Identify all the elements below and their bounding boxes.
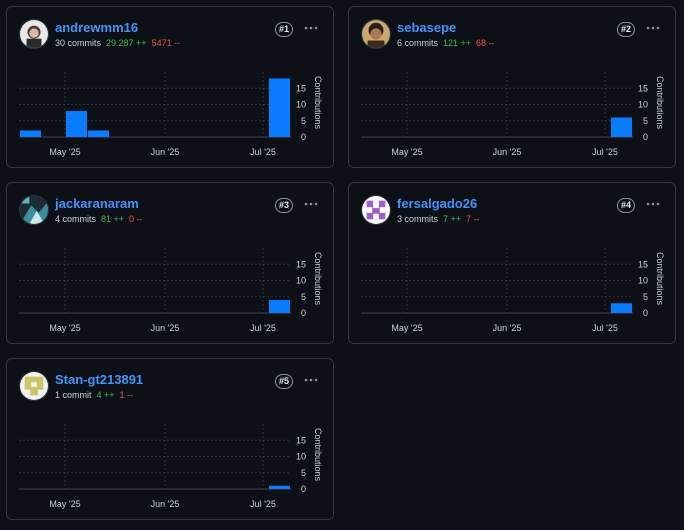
y-tick-label: 5 (301, 292, 306, 302)
y-tick-label: 5 (301, 468, 306, 478)
y-tick-label: 0 (301, 484, 306, 494)
additions-count: 29.287 ++ (106, 38, 147, 48)
deletions-count: 68 -- (476, 38, 495, 48)
chart-bar[interactable] (611, 117, 632, 138)
y-tick-label: 10 (638, 276, 648, 286)
x-tick-label: May '25 (49, 499, 80, 509)
rank-badge: #5 (274, 374, 293, 389)
x-tick-label: Jun '25 (151, 499, 180, 509)
x-tick-label: Jul '25 (250, 499, 276, 509)
x-tick-label: Jun '25 (151, 147, 180, 157)
contributions-chart: 0 5 10 15 May '25 Jun '25 Jul '25 Contributions (19, 72, 323, 157)
avatar[interactable] (361, 195, 391, 225)
y-axis-label: Contributions (655, 252, 665, 306)
deletions-count: 0 -- (129, 214, 143, 224)
kebab-menu-icon[interactable] (301, 195, 321, 213)
y-tick-label: 10 (296, 452, 306, 462)
contributor-stats: 30 commits 29.287 ++ 5471 -- (55, 38, 180, 48)
chart-bar[interactable] (66, 111, 87, 137)
x-tick-label: May '25 (49, 323, 80, 333)
deletions-count: 1 -- (119, 390, 134, 400)
y-tick-label: 5 (643, 116, 648, 126)
contributor-username[interactable]: fersalgado26 (397, 196, 478, 211)
contributions-chart: 0 5 10 15 May '25 Jun '25 Jul '25 Contributions (19, 248, 323, 333)
deletions-count: 5471 -- (151, 38, 181, 48)
y-tick-label: 15 (296, 259, 306, 269)
chart-bar[interactable] (20, 130, 41, 138)
y-axis-label: Contributions (655, 76, 665, 130)
commit-count: 4 commits (55, 214, 97, 224)
commit-count: 30 commits (55, 38, 102, 48)
contributor-card: sebasepe 6 commits 121 ++ 68 -- #2 0 5 10 15 M… (348, 6, 676, 168)
contributor-stats: 4 commits 81 ++ 0 -- (55, 214, 143, 224)
commit-count: 3 commits (397, 214, 439, 224)
commit-count: 1 commit (55, 390, 92, 400)
y-axis-label: Contributions (313, 428, 323, 482)
x-tick-label: Jun '25 (493, 323, 522, 333)
x-tick-label: May '25 (391, 323, 422, 333)
contributor-username[interactable]: andrewmm16 (55, 20, 139, 35)
avatar[interactable] (19, 195, 49, 225)
y-axis-label: Contributions (313, 76, 323, 130)
x-tick-label: Jun '25 (493, 147, 522, 157)
rank-badge: #4 (616, 198, 635, 213)
x-tick-label: Jul '25 (592, 147, 618, 157)
kebab-menu-icon[interactable] (301, 371, 321, 389)
contributor-card: jackaranaram 4 commits 81 ++ 0 -- #3 0 5 10 1… (6, 182, 334, 344)
contributions-chart: 0 5 10 15 May '25 Jun '25 Jul '25 Contributions (19, 424, 323, 509)
contributor-card: andrewmm16 30 commits 29.287 ++ 5471 -- #1… (6, 6, 334, 168)
y-tick-label: 0 (643, 308, 648, 318)
chart-bar[interactable] (611, 303, 632, 313)
x-tick-label: Jun '25 (151, 323, 180, 333)
y-tick-label: 10 (296, 276, 306, 286)
x-tick-label: Jul '25 (250, 147, 276, 157)
avatar[interactable] (361, 19, 391, 49)
contributions-chart: 0 5 10 15 May '25 Jun '25 Jul '25 Contributions (361, 72, 665, 157)
contributor-username[interactable]: sebasepe (397, 20, 457, 35)
y-tick-label: 15 (296, 83, 306, 93)
chart-bar[interactable] (269, 78, 290, 138)
additions-count: 81 ++ (101, 214, 125, 224)
kebab-menu-icon[interactable] (301, 19, 321, 37)
contributor-stats: 1 commit 4 ++ 1 -- (55, 390, 133, 400)
y-axis-label: Contributions (313, 252, 323, 306)
x-tick-label: May '25 (391, 147, 422, 157)
chart-bar[interactable] (269, 300, 290, 313)
y-tick-label: 15 (638, 83, 648, 93)
deletions-count: 7 -- (466, 214, 480, 224)
rank-badge: #1 (274, 22, 293, 37)
x-tick-label: Jul '25 (250, 323, 276, 333)
y-tick-label: 5 (301, 116, 306, 126)
contributions-chart: 0 5 10 15 May '25 Jun '25 Jul '25 Contributions (361, 248, 665, 333)
y-tick-label: 0 (301, 308, 306, 318)
y-tick-label: 10 (638, 100, 648, 110)
contributor-username[interactable]: Stan-gt213891 (55, 372, 144, 387)
contributor-card: fersalgado26 3 commits 7 ++ 7 -- #4 0 5 10 15… (348, 182, 676, 344)
y-tick-label: 15 (296, 435, 306, 445)
kebab-menu-icon[interactable] (643, 19, 663, 37)
additions-count: 121 ++ (443, 38, 472, 48)
y-tick-label: 0 (301, 132, 306, 142)
commit-count: 6 commits (397, 38, 439, 48)
chart-bar[interactable] (88, 130, 109, 138)
additions-count: 7 ++ (443, 214, 462, 224)
contributor-stats: 6 commits 121 ++ 68 -- (397, 38, 495, 48)
chart-bar[interactable] (269, 485, 290, 489)
avatar[interactable] (19, 371, 49, 401)
contributor-stats: 3 commits 7 ++ 7 -- (397, 214, 480, 224)
contributor-card: Stan-gt213891 1 commit 4 ++ 1 -- #5 0 5 10 15… (6, 358, 334, 520)
x-tick-label: May '25 (49, 147, 80, 157)
kebab-menu-icon[interactable] (643, 195, 663, 213)
contributor-username[interactable]: jackaranaram (55, 196, 139, 211)
avatar[interactable] (19, 19, 49, 49)
y-tick-label: 0 (643, 132, 648, 142)
rank-badge: #3 (274, 198, 293, 213)
y-tick-label: 15 (638, 259, 648, 269)
y-tick-label: 5 (643, 292, 648, 302)
y-tick-label: 10 (296, 100, 306, 110)
additions-count: 4 ++ (96, 390, 115, 400)
x-tick-label: Jul '25 (592, 323, 618, 333)
rank-badge: #2 (616, 22, 635, 37)
